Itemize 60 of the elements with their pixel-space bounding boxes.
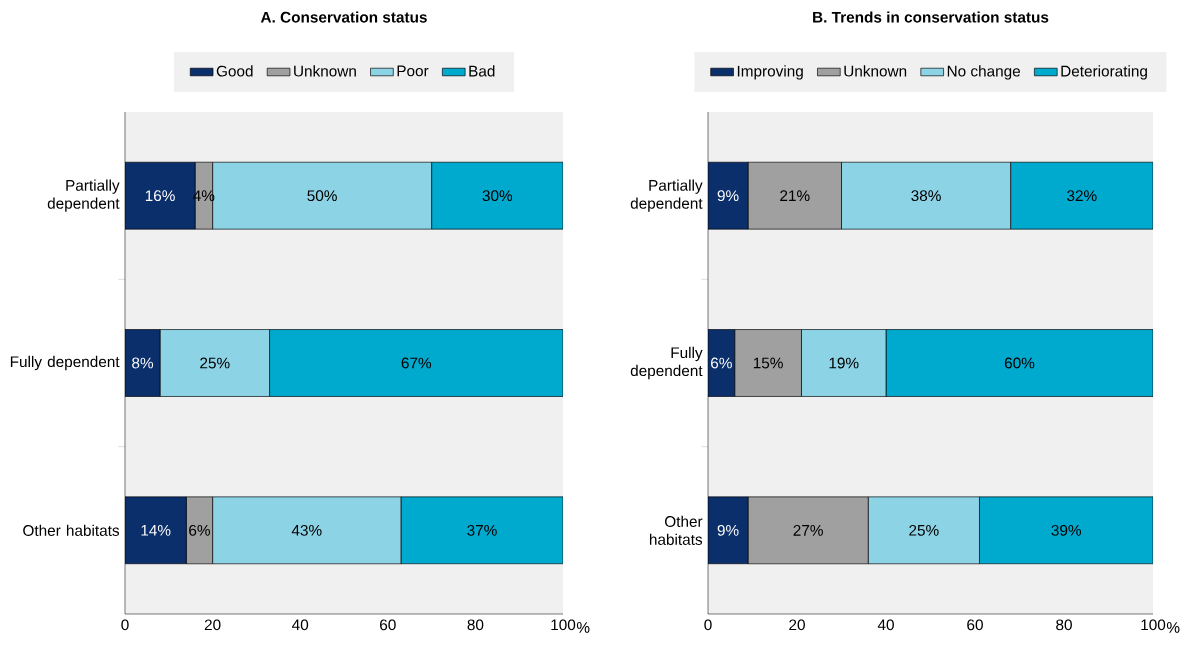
legend-label: Improving	[737, 65, 803, 80]
data-label: 14%	[141, 524, 171, 536]
data-label: 50%	[307, 190, 337, 202]
data-label: 6%	[711, 357, 732, 369]
x-tick-label: 80	[1056, 619, 1072, 631]
x-tick-label: 40	[292, 619, 309, 631]
x-tick-label: 0	[121, 619, 129, 631]
y-tick-label: Fully dependent	[10, 355, 120, 371]
data-label: 38%	[911, 190, 941, 202]
data-label: 60%	[1004, 357, 1035, 369]
bar	[1010, 161, 1153, 230]
x-tick-label: 0	[704, 619, 712, 631]
data-label: 25%	[909, 524, 939, 536]
data-label: 37%	[467, 524, 497, 536]
data-label: 16%	[145, 190, 175, 202]
data-label: 27%	[793, 524, 823, 536]
x-tick-label: 100	[1141, 619, 1166, 631]
data-label: 25%	[200, 357, 230, 369]
data-label: 32%	[1067, 190, 1097, 202]
data-label: 8%	[132, 357, 154, 369]
data-label: 30%	[482, 190, 513, 202]
y-tick-label: Partially dependent	[630, 179, 703, 212]
legend-label: Good	[216, 65, 253, 77]
bar	[400, 496, 563, 565]
legend-label: No change	[947, 65, 1021, 80]
data-label: 9%	[717, 524, 739, 536]
legend-label: Bad	[469, 65, 495, 77]
y-tick-label: Other habitats	[649, 515, 703, 545]
data-label: 43%	[291, 524, 322, 536]
x-tick-label: 60	[967, 619, 983, 631]
legend-label: Poor	[397, 65, 429, 77]
data-label: 6%	[189, 524, 210, 536]
x-tick-label: 100	[551, 619, 576, 631]
x-tick-label: 20	[204, 619, 221, 631]
legend-label: Deteriorating	[1061, 65, 1147, 80]
data-label: 15%	[753, 357, 783, 369]
x-axis-title: %	[1166, 622, 1180, 633]
data-label: 21%	[780, 190, 810, 202]
bar	[269, 329, 563, 397]
y-tick-label: Partially dependent	[47, 179, 120, 212]
x-tick-label: 40	[877, 619, 894, 631]
bar	[431, 161, 563, 230]
legend-label: Unknown	[294, 65, 356, 77]
data-label: 19%	[829, 357, 859, 369]
bar	[125, 329, 161, 397]
x-tick-label: 80	[467, 619, 484, 631]
x-tick-label: 20	[789, 619, 805, 631]
chart-title: B. Trends in conservation status	[813, 11, 1049, 23]
data-label: 9%	[717, 190, 739, 202]
legend-label: Unknown	[844, 65, 907, 77]
data-label: 67%	[401, 357, 432, 369]
x-tick-label: 60	[380, 619, 396, 631]
y-tick-label: Fully dependent	[630, 346, 703, 380]
chart-title: A. Conservation status	[260, 11, 427, 23]
x-axis-title: %	[576, 622, 590, 633]
data-label: 39%	[1051, 524, 1082, 536]
bar	[125, 496, 187, 565]
bar	[885, 329, 1153, 397]
bar	[979, 496, 1153, 565]
y-tick-label: Other habitats	[23, 524, 120, 536]
